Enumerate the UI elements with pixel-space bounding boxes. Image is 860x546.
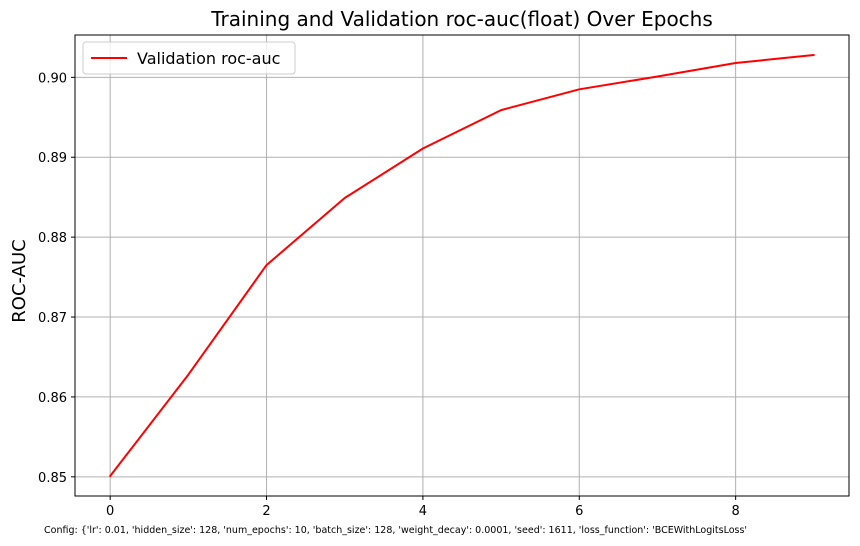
series-layer [109, 54, 815, 477]
plot-frame [74, 34, 850, 497]
y-tick-label: 0.85 [38, 471, 67, 486]
x-tick-label: 6 [575, 504, 583, 519]
y-tick-label: 0.87 [38, 311, 67, 326]
x-ticks: 0 2 4 6 8 [106, 496, 740, 519]
legend: Validation roc-auc [82, 41, 296, 75]
legend-box [82, 41, 296, 75]
y-tick-label: 0.89 [38, 151, 67, 166]
config-caption: Config: {'lr': 0.01, 'hidden_size': 128,… [44, 525, 748, 536]
grid [75, 35, 849, 496]
x-tick-label: 2 [262, 504, 270, 519]
x-tick-label: 8 [731, 504, 739, 519]
y-tick-label: 0.86 [38, 391, 67, 406]
y-tick-label: 0.90 [38, 71, 67, 86]
y-ticks: 0.85 0.86 0.87 0.88 0.89 0.90 [38, 71, 75, 486]
chart-title: Training and Validation roc-auc(float) O… [210, 7, 713, 31]
y-tick-label: 0.88 [38, 231, 67, 246]
y-axis-label: ROC-AUC [9, 239, 30, 322]
legend-label: Validation roc-auc [137, 49, 280, 68]
x-tick-label: 0 [106, 504, 114, 519]
series-line-validation-roc-auc [109, 54, 815, 477]
x-tick-label: 4 [419, 504, 427, 519]
